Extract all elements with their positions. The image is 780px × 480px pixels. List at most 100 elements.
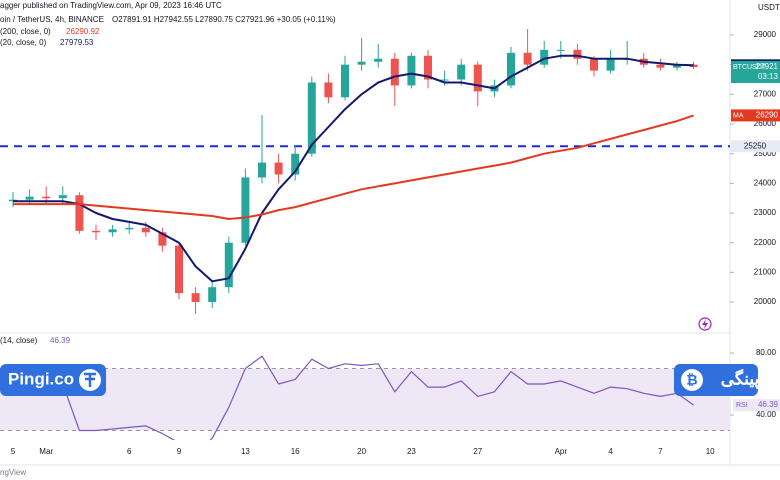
rsi-badge bbox=[733, 399, 780, 412]
y-tick-label: 21000 bbox=[754, 267, 777, 276]
candle-body bbox=[556, 49, 565, 51]
candle-body bbox=[208, 287, 217, 303]
candle-body bbox=[224, 242, 233, 288]
candle-body bbox=[357, 61, 366, 65]
x-tick-label: Apr bbox=[555, 447, 568, 456]
rsi-value: 46.39 bbox=[50, 336, 71, 345]
candle-body bbox=[158, 232, 167, 246]
y-tick-label: 29000 bbox=[754, 30, 777, 39]
badge-label: MA bbox=[733, 112, 744, 119]
candle-body bbox=[673, 64, 681, 68]
candle-body bbox=[108, 229, 117, 233]
candle-body bbox=[424, 55, 432, 80]
ohlc: O27891.91 H27942.55 L27890.75 C27921.96 … bbox=[112, 15, 336, 24]
indicator-line bbox=[13, 54, 694, 283]
candle-body bbox=[689, 64, 698, 67]
tether-glyph bbox=[84, 372, 96, 387]
candle-body bbox=[258, 162, 266, 178]
rsi-line bbox=[12, 355, 694, 440]
candle-body bbox=[606, 58, 615, 71]
y-tick-label: 23000 bbox=[754, 208, 777, 217]
candle-body bbox=[440, 79, 449, 81]
candle-body bbox=[307, 82, 316, 154]
event-bolt bbox=[702, 319, 708, 329]
rsi-params: (14, close) bbox=[0, 336, 38, 345]
ma-params: (200, close, 0) bbox=[0, 27, 51, 36]
y-tick-label: 25000 bbox=[754, 149, 777, 158]
candle-body bbox=[92, 230, 100, 233]
x-tick-label: 5 bbox=[11, 447, 16, 456]
candle-body bbox=[590, 58, 598, 71]
watermark-left-box bbox=[0, 364, 106, 396]
price-badge bbox=[731, 109, 780, 122]
x-tick-label: 20 bbox=[357, 447, 366, 456]
candle-body bbox=[324, 82, 333, 98]
candle-body bbox=[407, 55, 416, 86]
watermark-right: پینگی bbox=[721, 368, 760, 389]
rsi-band bbox=[0, 368, 730, 431]
candle-body bbox=[507, 52, 515, 86]
candle-body bbox=[291, 153, 300, 175]
badge-value: 27921 bbox=[756, 62, 779, 71]
level-badge bbox=[731, 140, 780, 153]
plot: 20000 21000 22000 23000 24000 25000 26000 27000… bbox=[0, 29, 780, 456]
currency: USDT bbox=[758, 3, 780, 12]
candle-body bbox=[241, 177, 250, 243]
candle-body bbox=[540, 49, 549, 65]
badge-sub: 03:13 bbox=[758, 72, 779, 81]
badge-value: 26290 bbox=[756, 111, 779, 120]
candle-body bbox=[656, 64, 665, 68]
candle-body bbox=[191, 293, 200, 303]
candle-body bbox=[58, 195, 67, 199]
bitcoin-icon bbox=[681, 369, 703, 391]
x-tick-label: 13 bbox=[241, 447, 250, 456]
y-tick-label: 24000 bbox=[754, 178, 777, 187]
rsi-tick-label: 40.00 bbox=[756, 410, 777, 419]
y-tick-label: 22000 bbox=[754, 238, 777, 247]
x-tick-label: 4 bbox=[608, 447, 613, 456]
ema-params: (20, close, 0) bbox=[0, 38, 47, 47]
indicator-line bbox=[13, 114, 694, 220]
candle-body bbox=[75, 195, 84, 231]
badge-label: BTCUSDT bbox=[733, 64, 767, 71]
candle-body bbox=[390, 58, 399, 86]
candle-body bbox=[523, 52, 532, 65]
x-tick-label: 16 bbox=[291, 447, 300, 456]
y-tick-label: 26000 bbox=[754, 119, 777, 128]
candle-body bbox=[274, 162, 283, 175]
rsi-badge-value: 46.39 bbox=[758, 400, 779, 409]
candle-body bbox=[141, 227, 150, 233]
price-badge bbox=[731, 61, 780, 84]
candle-body bbox=[374, 58, 383, 62]
level-label: 25250 bbox=[744, 141, 767, 150]
footer: ngView bbox=[0, 468, 26, 477]
x-tick-label: 9 bbox=[177, 447, 182, 456]
candle-body bbox=[42, 196, 51, 199]
candle-body bbox=[457, 64, 466, 80]
candle-body bbox=[125, 227, 134, 230]
ma-value: 26290.92 bbox=[66, 27, 100, 36]
event-icon bbox=[698, 317, 712, 331]
candle-body bbox=[25, 196, 34, 200]
candle-body bbox=[175, 245, 183, 294]
x-tick-label: 7 bbox=[658, 447, 663, 456]
x-tick-label: Mar bbox=[39, 447, 53, 456]
candle-body bbox=[341, 64, 349, 98]
published: agger published on TradingView.com, Apr … bbox=[0, 1, 222, 10]
x-tick-label: 23 bbox=[407, 447, 416, 456]
ema-value: 27979.53 bbox=[60, 38, 94, 47]
rsi-clip bbox=[12, 355, 694, 440]
y-tick-label: 20000 bbox=[754, 297, 777, 306]
y-tick-label: 27000 bbox=[754, 89, 777, 98]
candle-body bbox=[473, 64, 482, 92]
watermark-left: Pingi.co bbox=[8, 369, 74, 388]
bitcoin-glyph: ₿ bbox=[686, 372, 697, 388]
rsi-badge-label: RSI bbox=[736, 402, 748, 409]
x-tick-label: 6 bbox=[127, 447, 132, 456]
symbol: oin / TetherUS, 4h, BINANCE bbox=[0, 15, 104, 24]
x-tick-label: 27 bbox=[473, 447, 482, 456]
x-tick-label: 10 bbox=[706, 447, 715, 456]
rsi-tick-label: 80.00 bbox=[756, 348, 777, 357]
candle-body bbox=[573, 49, 582, 59]
